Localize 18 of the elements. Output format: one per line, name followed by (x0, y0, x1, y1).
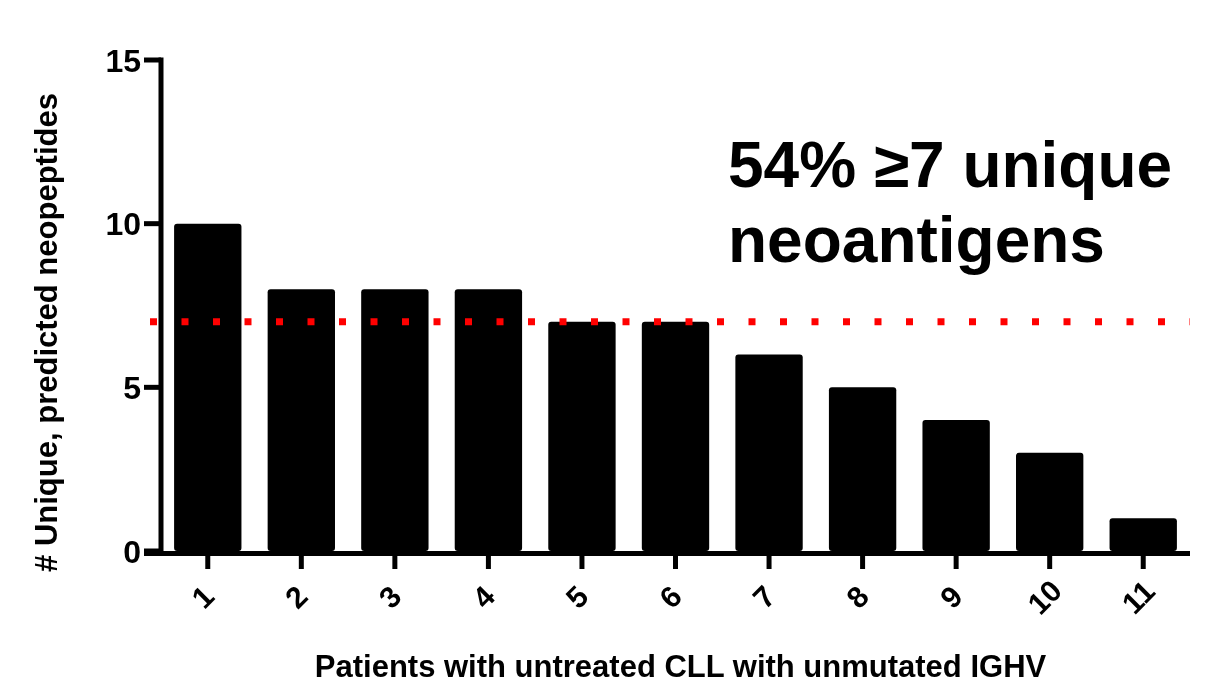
x-tick-label: 3 (372, 579, 408, 615)
y-tick-label: 10 (105, 206, 141, 243)
x-tick-label: 11 (1115, 574, 1162, 620)
x-tick-label: 4 (465, 579, 502, 615)
annotation: 54% ≥7 unique neoantigens (728, 129, 1173, 276)
x-tick-label: 6 (652, 579, 689, 615)
x-tick-label: 7 (746, 579, 782, 615)
x-tick-label: 8 (840, 579, 876, 615)
y-axis-title: # Unique, predicted neopeptides (29, 93, 64, 572)
y-tick-label: 5 (123, 369, 141, 406)
y-tick-label: 15 (105, 42, 141, 79)
x-tick-label: 10 (1021, 573, 1069, 621)
x-tick-label: 1 (185, 579, 221, 615)
x-tick-label: 2 (278, 579, 314, 615)
x-tick-label: 5 (559, 579, 595, 615)
x-axis-title: Patients with untreated CLL with unmutated IGHV (314, 649, 1047, 684)
x-tick-label: 9 (933, 579, 969, 615)
y-tick-label: 0 (123, 533, 141, 570)
